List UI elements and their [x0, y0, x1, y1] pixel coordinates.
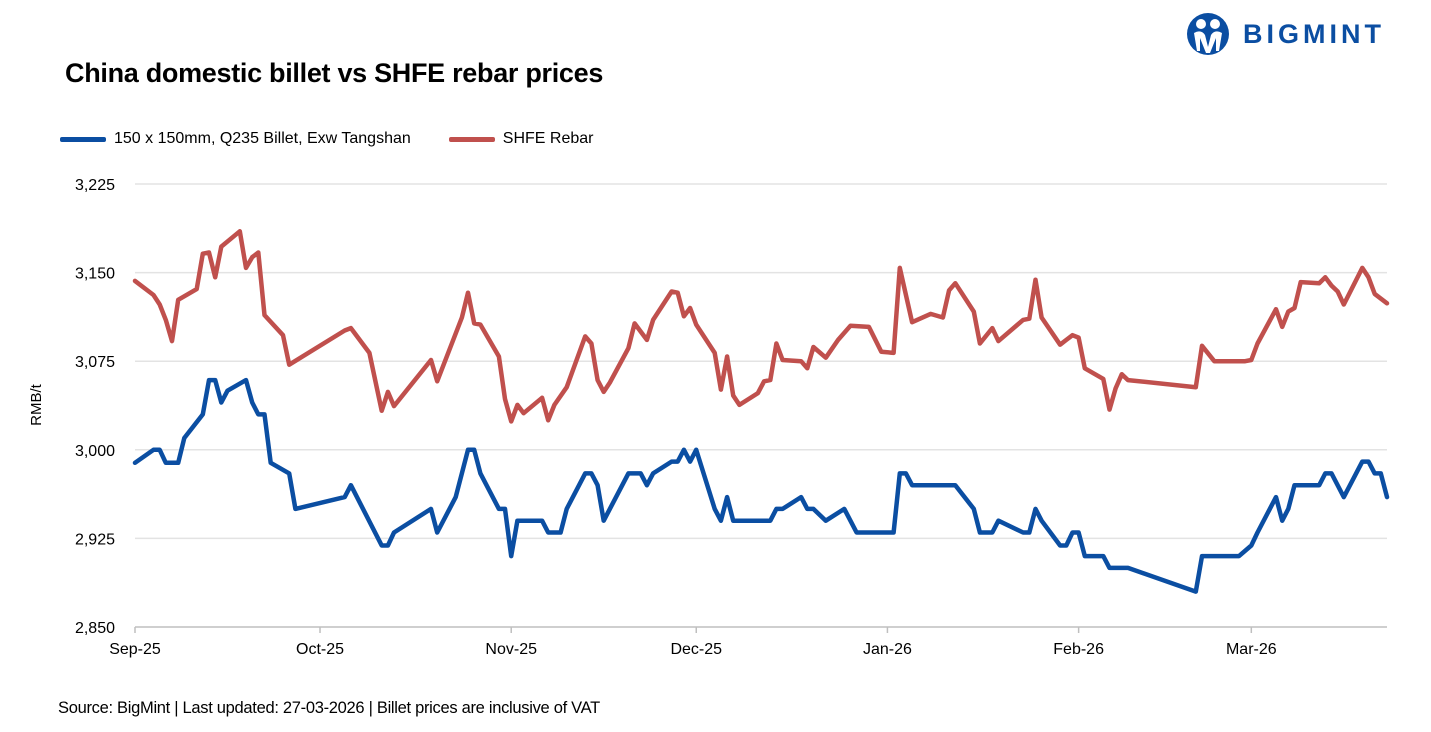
x-tick-label: Dec-25	[670, 641, 722, 658]
y-tick-label: 2,925	[75, 531, 115, 548]
legend: 150 x 150mm, Q235 Billet, Exw Tangshan S…	[60, 130, 631, 148]
y-tick-label: 3,075	[75, 354, 115, 371]
x-tick-label: Nov-25	[485, 641, 537, 658]
series-line-billet	[132, 377, 1390, 594]
y-tick-label: 3,000	[75, 443, 115, 460]
x-tick-label: Mar-26	[1226, 641, 1277, 658]
logo-text: BIGMINT	[1243, 19, 1385, 49]
x-tick-label: Sep-25	[109, 641, 161, 658]
y-tick-label: 2,850	[75, 620, 115, 637]
legend-swatch-billet	[60, 136, 106, 142]
logo-mark-icon	[1187, 13, 1229, 55]
x-tick-label: Feb-26	[1053, 641, 1104, 658]
y-tick-label: 3,225	[75, 177, 115, 194]
series-line-rebar	[132, 229, 1390, 424]
legend-item-rebar: SHFE Rebar	[448, 130, 594, 148]
x-tick-label: Oct-25	[296, 641, 344, 658]
bigmint-logo: BIGMINT	[1186, 11, 1416, 57]
legend-item-billet: 150 x 150mm, Q235 Billet, Exw Tangshan	[60, 130, 411, 148]
source-note: Source: BigMint | Last updated: 27-03-20…	[58, 699, 600, 717]
x-tick-label: Jan-26	[863, 641, 912, 658]
y-tick-label: 3,150	[75, 266, 115, 283]
y-axis-label: RMB/t	[28, 383, 45, 426]
chart-title: China domestic billet vs SHFE rebar pric…	[65, 58, 604, 88]
legend-swatch-rebar	[448, 136, 495, 142]
legend-label-rebar: SHFE Rebar	[502, 130, 594, 147]
legend-label-billet: 150 x 150mm, Q235 Billet, Exw Tangshan	[114, 130, 411, 147]
